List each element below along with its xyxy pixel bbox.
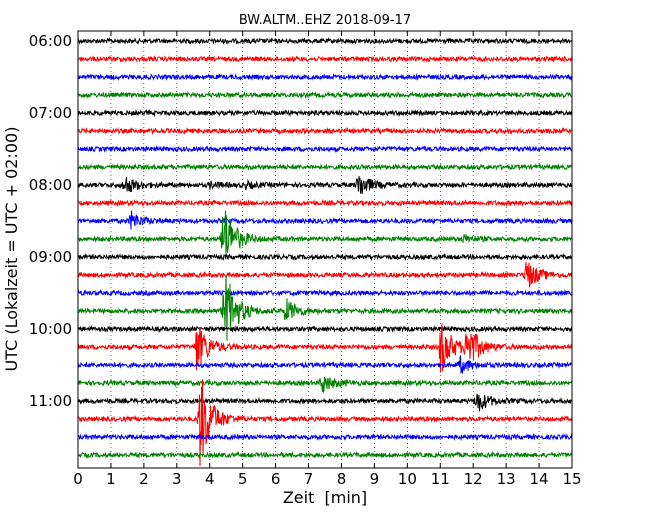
- seismic-trace: [78, 450, 572, 460]
- seismic-trace: [78, 145, 572, 153]
- x-axis: 0 1 2 3 4 5 6 7 8 9 10 11 12 13 14 15: [73, 31, 582, 488]
- seismic-trace: [78, 324, 572, 333]
- seismic-trace: [78, 323, 572, 373]
- x-tick-label: 15: [562, 470, 581, 488]
- x-tick-label: 0: [73, 470, 83, 488]
- x-tick-label: 5: [238, 470, 248, 488]
- seismic-trace: [78, 198, 572, 208]
- x-tick-label: 14: [530, 470, 549, 488]
- seismic-trace: [78, 393, 572, 412]
- seismic-trace: [78, 275, 572, 341]
- seismic-trace: [78, 36, 572, 45]
- x-tick-label: 9: [370, 470, 380, 488]
- minute-grid: [110, 31, 540, 468]
- x-tick-label: 7: [304, 470, 314, 488]
- seismic-trace: [78, 73, 572, 82]
- plot-frame: [77, 30, 573, 469]
- seismic-trace: [78, 162, 572, 172]
- seismic-trace: [78, 176, 572, 195]
- x-tick-label: 6: [271, 470, 281, 488]
- seismic-trace: [78, 376, 572, 394]
- x-tick-label: 1: [106, 470, 116, 488]
- x-tick-label: 10: [398, 470, 417, 488]
- seismic-trace: [78, 55, 572, 63]
- seismic-trace: [78, 210, 572, 260]
- seismic-trace: [78, 288, 572, 298]
- seismic-trace: [78, 262, 572, 288]
- y-tick-label: 07:00: [29, 104, 72, 122]
- seismic-trace: [78, 126, 572, 136]
- x-tick-label: 11: [431, 470, 450, 488]
- seismic-trace: [78, 355, 572, 375]
- chart-title: BW.ALTM..EHZ 2018-09-17: [239, 13, 411, 28]
- seismic-trace: [78, 210, 572, 230]
- x-tick-label: 12: [464, 470, 483, 488]
- x-axis-label: Zeit [min]: [283, 488, 367, 507]
- y-axis: 06:00 07:00 08:00 09:00 10:00 11:00: [29, 32, 572, 410]
- seismic-trace: [78, 90, 572, 100]
- y-tick-label: 10:00: [29, 320, 72, 338]
- x-tick-label: 3: [172, 470, 182, 488]
- y-tick-label: 11:00: [29, 392, 72, 410]
- x-tick-label: 4: [205, 470, 215, 488]
- trace-group: [78, 36, 572, 467]
- seismic-trace: [78, 379, 572, 467]
- y-tick-label: 09:00: [29, 248, 72, 266]
- x-tick-label: 13: [497, 470, 516, 488]
- y-tick-label: 06:00: [29, 32, 72, 50]
- seismic-trace: [78, 252, 572, 262]
- y-tick-label: 08:00: [29, 176, 72, 194]
- seismic-trace: [78, 108, 572, 118]
- y-axis-label: UTC (Lokalzeit = UTC + 02:00): [2, 127, 21, 372]
- seismic-trace: [78, 432, 572, 442]
- x-tick-label: 2: [139, 470, 149, 488]
- x-tick-label: 8: [337, 470, 347, 488]
